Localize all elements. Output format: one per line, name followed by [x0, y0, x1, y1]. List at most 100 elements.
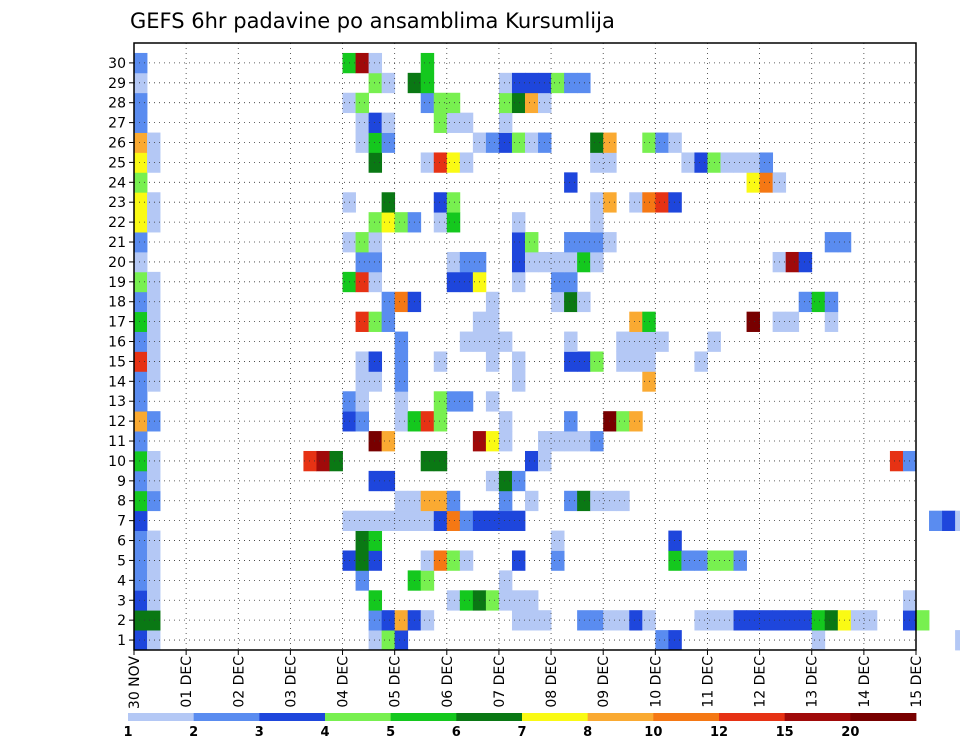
precip-cell	[590, 490, 604, 512]
precip-cell	[147, 450, 161, 472]
precip-cell	[446, 271, 461, 293]
precip-cell	[733, 610, 747, 631]
precip-cell	[381, 510, 396, 531]
precip-cell	[668, 550, 682, 571]
precip-cell	[551, 431, 565, 452]
precip-cell	[420, 72, 435, 94]
precip-cell	[446, 550, 461, 571]
cells-layer	[134, 52, 960, 651]
precip-cell	[134, 590, 148, 611]
precip-cell	[511, 72, 526, 94]
precip-cell	[811, 630, 826, 651]
precip-cell	[355, 530, 369, 551]
precip-cell	[147, 311, 161, 332]
precip-cell	[368, 132, 383, 153]
precip-cell	[381, 431, 396, 452]
precip-cell	[446, 112, 461, 133]
precip-cell	[955, 510, 960, 531]
precip-cell	[433, 112, 448, 133]
precip-cell	[147, 550, 161, 571]
precip-cell	[368, 311, 383, 332]
precip-cell	[746, 172, 760, 193]
precip-cell	[420, 411, 435, 432]
precip-cell	[498, 431, 513, 452]
precip-cell	[394, 630, 409, 651]
precip-cell	[433, 510, 448, 531]
y-tick-label: 21	[108, 235, 126, 251]
x-tick-label: 13 DEC	[805, 656, 821, 708]
precip-cell	[511, 212, 526, 233]
precip-cell	[459, 112, 474, 133]
x-tick-label: 01 DEC	[179, 656, 195, 708]
chart-title: GEFS 6hr padavine po ansamblima Kursumli…	[130, 9, 615, 33]
precip-cell	[134, 391, 148, 412]
precip-cell	[485, 331, 500, 352]
y-tick-label: 7	[117, 514, 126, 530]
precip-cell	[746, 610, 760, 631]
precip-cell	[433, 192, 448, 213]
precip-cell	[668, 630, 682, 651]
precip-cell	[694, 351, 708, 372]
precip-cell	[368, 52, 383, 74]
precip-cell	[147, 291, 161, 313]
precip-cell	[134, 172, 148, 193]
y-tick-label: 15	[108, 354, 126, 370]
precip-cell	[381, 112, 396, 133]
precip-cell	[446, 391, 461, 412]
precip-cell	[498, 490, 513, 512]
precip-cell	[134, 232, 148, 253]
precip-cell	[629, 610, 643, 631]
precip-cell	[381, 132, 396, 153]
x-tick-label: 03 DEC	[283, 656, 299, 708]
y-tick-label: 1	[117, 633, 126, 649]
precip-cell	[147, 490, 161, 512]
precip-cell	[551, 291, 565, 313]
precip-cell	[355, 371, 369, 392]
legend-label: 4	[320, 725, 329, 740]
precip-cell	[616, 331, 630, 352]
precip-cell	[381, 311, 396, 332]
precip-cell	[368, 112, 383, 133]
precip-cell	[134, 92, 148, 114]
precip-cell	[655, 132, 669, 153]
precip-cell	[564, 291, 578, 313]
precip-cell	[368, 251, 383, 273]
x-tick-label: 11 DEC	[700, 656, 716, 708]
precip-cell	[681, 152, 695, 173]
precip-cell	[394, 391, 409, 412]
precip-cell	[420, 92, 435, 114]
y-tick-label: 16	[108, 335, 126, 351]
precip-cell	[303, 450, 317, 472]
precip-cell	[485, 510, 500, 531]
precip-cell	[746, 152, 760, 173]
precip-cell	[590, 132, 604, 153]
precip-cell	[564, 351, 578, 372]
precip-cell	[368, 212, 383, 233]
y-tick-label: 27	[108, 116, 126, 132]
legend-label: 1	[123, 725, 132, 740]
precip-cell	[147, 530, 161, 551]
precip-cell	[394, 291, 409, 313]
precip-cell	[368, 431, 383, 452]
precip-cell	[433, 152, 448, 173]
precip-cell	[394, 212, 409, 233]
precip-cell	[811, 291, 826, 313]
precip-cell	[394, 510, 409, 531]
precip-cell	[147, 610, 161, 631]
precip-cell	[368, 550, 383, 571]
precip-cell	[368, 530, 383, 551]
precip-cell	[629, 192, 643, 213]
precip-cell	[368, 630, 383, 651]
precip-cell	[446, 510, 461, 531]
precip-cell	[733, 550, 747, 571]
precip-cell	[134, 132, 148, 153]
precip-cell	[798, 291, 813, 313]
precip-cell	[511, 92, 526, 114]
precip-cell	[511, 550, 526, 571]
precip-cell	[720, 610, 734, 631]
precip-cell	[134, 192, 148, 213]
precip-cell	[590, 251, 604, 273]
legend-swatch	[719, 713, 786, 721]
precip-cell	[511, 590, 526, 611]
